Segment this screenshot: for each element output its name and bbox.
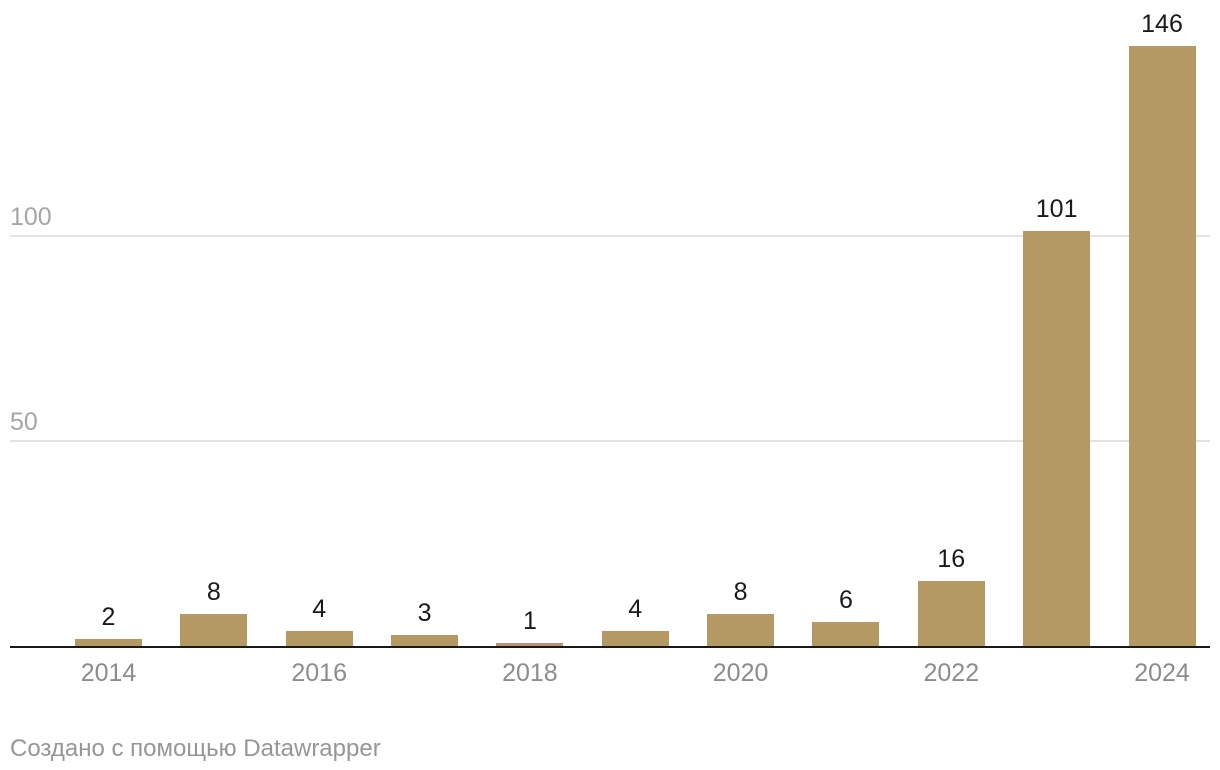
bar-2020[interactable]	[707, 614, 775, 647]
value-label-2015: 8	[206, 578, 221, 606]
x-axis-label-2018: 2018	[502, 659, 558, 687]
bar-2018[interactable]	[496, 643, 564, 647]
value-label-2021: 6	[838, 586, 853, 614]
value-label-2024: 146	[1141, 10, 1183, 38]
value-label-2014: 2	[101, 603, 116, 631]
chart-footer: Создано с помощью Datawrapper	[10, 733, 381, 764]
value-label-2022: 16	[937, 545, 966, 573]
datawrapper-credit-link[interactable]: Создано с помощью Datawrapper	[10, 735, 381, 762]
x-axis-label-2014: 2014	[80, 659, 137, 687]
y-axis-tick-label: 100	[10, 203, 52, 231]
bar-2024[interactable]	[1128, 46, 1196, 647]
bar-2019[interactable]	[601, 631, 669, 647]
x-axis-label-2024: 2024	[1134, 659, 1190, 687]
value-label-2016: 4	[312, 595, 327, 623]
value-label-2019: 4	[628, 595, 643, 623]
bar-2021[interactable]	[812, 622, 880, 647]
x-axis-label-2020: 2020	[712, 659, 769, 687]
value-label-2023: 101	[1035, 195, 1078, 223]
value-label-2020: 8	[733, 578, 748, 606]
bar-2015[interactable]	[180, 614, 248, 647]
bar-2014[interactable]	[75, 639, 142, 647]
y-axis-tick-label: 50	[10, 408, 38, 436]
x-axis-label-2022: 2022	[923, 659, 980, 687]
gridline-100	[10, 235, 1210, 237]
value-label-2018: 1	[522, 607, 537, 635]
bar-2023[interactable]	[1023, 231, 1091, 647]
value-label-2017: 3	[417, 599, 432, 627]
bar-2016[interactable]	[285, 631, 353, 647]
gridline-50	[10, 440, 1210, 442]
x-axis-line	[10, 646, 1210, 648]
x-axis-label-2016: 2016	[291, 659, 347, 687]
bar-2017[interactable]	[391, 635, 459, 647]
bar-2022[interactable]	[917, 581, 985, 647]
